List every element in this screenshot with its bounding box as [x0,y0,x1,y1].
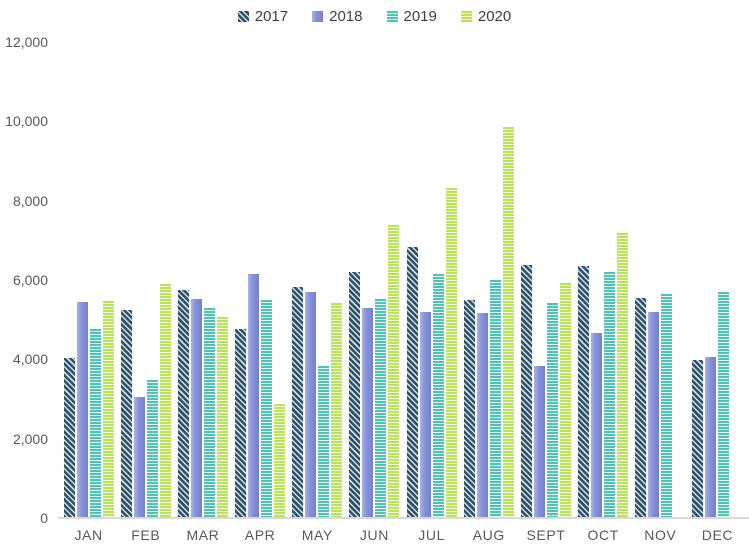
bar-group-jun [346,42,403,518]
bar-2017-feb[interactable] [120,309,132,518]
bar-group-dec [689,42,746,518]
bar-2018-aug[interactable] [476,312,488,518]
legend-label-2018: 2018 [329,8,363,25]
bar-group-aug [460,42,517,518]
legend-item-2020[interactable]: 2020 [460,8,512,25]
bar-2020-apr[interactable] [274,404,286,518]
legend-label-2019: 2019 [403,8,437,25]
legend-item-2017[interactable]: 2017 [237,8,289,25]
bar-2019-jan[interactable] [89,328,101,518]
bar-2019-oct[interactable] [604,272,616,518]
bar-2020-jun[interactable] [388,225,400,518]
x-tick-label-jun: JUN [359,527,389,543]
legend-label-2017: 2017 [254,8,289,25]
bar-2019-apr[interactable] [261,299,273,518]
bar-group-oct [575,42,632,518]
x-tick-label-sept: SEPT [526,527,566,543]
legend-swatch-2019 [386,11,398,22]
y-tick-label-12000: 12,000 [5,34,48,50]
y-axis-labels: 0 2,000 4,000 6,000 8,000 10,000 12,000 [0,35,48,525]
x-tick-label-jan: JAN [74,527,103,543]
x-tick-label-oct: OCT [587,527,619,543]
bar-2020-sept[interactable] [559,283,571,518]
plot-area [60,42,746,518]
bar-2020-feb[interactable] [159,284,171,518]
x-tick-label-dec: DEC [701,527,734,543]
legend-item-2019[interactable]: 2019 [386,8,437,25]
bar-group-jul [403,42,460,518]
x-tick-label-may: MAY [301,527,333,543]
legend-label-2020: 2020 [477,8,512,25]
bar-2019-mar[interactable] [203,308,215,518]
bar-2017-nov[interactable] [635,297,647,518]
y-tick-label-0: 0 [40,510,48,526]
bar-2018-feb[interactable] [133,397,145,518]
bar-group-may [289,42,346,518]
y-tick-label-10000: 10,000 [5,113,48,130]
bar-2019-jul[interactable] [432,274,444,518]
bar-2018-jun[interactable] [362,307,374,518]
bar-2019-dec[interactable] [718,291,730,518]
x-axis-line [58,517,749,519]
bar-2020-aug[interactable] [502,127,514,518]
bar-2020-jan[interactable] [102,301,114,518]
bar-2017-dec[interactable] [692,359,704,518]
y-tick-label-8000: 8,000 [12,192,48,209]
x-tick-label-mar: MAR [186,527,220,543]
bar-2019-jun[interactable] [375,298,387,518]
x-axis-labels: JAN FEB MAR APR MAY JUN JUL AUG SEPT OCT NOV DEC [60,527,746,544]
bar-2017-aug[interactable] [463,299,475,518]
bar-2017-jun[interactable] [349,271,361,518]
x-tick-label-jul: JUL [418,527,445,543]
bar-2020-oct[interactable] [617,233,629,518]
bar-2018-may[interactable] [305,291,317,518]
bar-2018-apr[interactable] [248,274,260,518]
x-tick-label-feb: FEB [131,527,161,543]
y-tick-label-2000: 2,000 [12,430,48,447]
bar-2018-mar[interactable] [190,299,202,518]
bar-2020-mar[interactable] [216,316,228,518]
bar-2018-oct[interactable] [591,333,603,518]
bar-2020-may[interactable] [331,303,343,518]
bar-2017-mar[interactable] [177,289,189,518]
y-tick-label-6000: 6,000 [12,272,48,288]
bar-group-jan [60,42,117,518]
bar-2019-may[interactable] [318,365,330,518]
bar-group-nov [632,42,689,518]
bar-group-sept [517,42,574,518]
bar-group-apr [232,42,289,518]
bar-2019-aug[interactable] [489,280,501,518]
bar-2018-dec[interactable] [705,357,717,518]
bar-2017-may[interactable] [292,286,304,518]
bar-2019-sept[interactable] [546,302,558,518]
bar-2018-nov[interactable] [648,311,660,518]
bar-group-mar [174,42,231,518]
legend-swatch-2017 [237,11,249,22]
bar-2020-jul[interactable] [445,187,457,518]
legend: 2017 2018 2019 2020 [0,9,749,24]
legend-swatch-2018 [312,11,324,22]
bar-2018-jan[interactable] [76,301,88,518]
x-tick-label-aug: AUG [472,527,505,543]
bar-2017-apr[interactable] [235,329,247,518]
x-tick-label-nov: NOV [644,527,677,543]
legend-swatch-2020 [460,11,472,22]
bar-2017-oct[interactable] [578,265,590,518]
bar-group-feb [117,42,174,518]
bar-2017-jul[interactable] [406,246,418,518]
bar-2018-jul[interactable] [419,312,431,518]
bar-2017-jan[interactable] [63,357,75,518]
legend-item-2018[interactable]: 2018 [312,8,363,25]
bar-2018-sept[interactable] [533,366,545,518]
y-tick-label-4000: 4,000 [12,351,48,368]
bar-2019-feb[interactable] [146,379,158,518]
bar-2019-nov[interactable] [661,293,673,518]
bar-2017-sept[interactable] [520,265,532,518]
x-tick-label-apr: APR [244,527,276,543]
